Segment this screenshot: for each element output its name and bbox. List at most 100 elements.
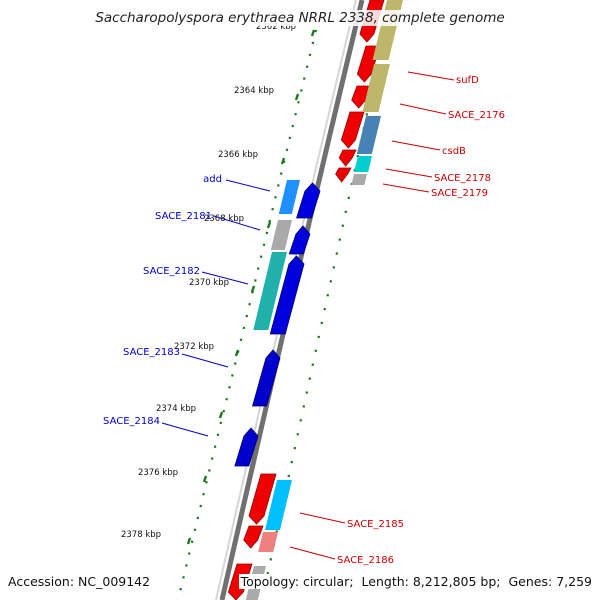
gene-SACE_2185-box: [265, 480, 292, 530]
gene-SACE_2183-arrow: [252, 349, 281, 407]
tick-dot: [242, 326, 246, 330]
tick-dot: [285, 148, 289, 152]
label-SACE_2184-leader: [161, 422, 209, 437]
tick-dot: [268, 219, 272, 223]
tick-dot: [187, 552, 191, 555]
major-tick: [202, 475, 208, 483]
tick-dot: [199, 504, 203, 508]
gene-SACE_2182-box: [253, 252, 287, 330]
tick-label: 2372 kbp: [174, 342, 214, 352]
gene-SACE_2179-box: [351, 174, 367, 185]
gene-labels: sufD SACE_2176 csdB SACE_2178 SACE_2179 SACE_…: [103, 71, 505, 566]
gene-blue-arrow: [296, 182, 321, 219]
gene-red-arrow: [351, 85, 372, 109]
tick-label: 2366 kbp: [218, 150, 258, 160]
gene-SACE_2178-box: [354, 156, 372, 172]
tick-dot: [314, 29, 318, 33]
tick-dot: [271, 207, 274, 211]
tick-dot: [300, 89, 303, 92]
tick-label: 2362 kbp: [256, 22, 296, 32]
tick-dot: [205, 480, 208, 484]
tick-dot: [231, 374, 234, 377]
genes-value: 7,259: [556, 574, 592, 589]
genome-stats: Topology: circular; Length: 8,212,805 bp…: [238, 574, 594, 589]
major-tick: [294, 93, 300, 101]
length-label: Length:: [361, 574, 409, 589]
tick-dot: [297, 100, 300, 104]
tick-dot: [248, 302, 251, 306]
tick-dot: [225, 397, 228, 401]
tick-dot: [208, 469, 211, 472]
major-tick: [280, 157, 286, 165]
tick-dot: [294, 112, 297, 116]
tick-label: 2370 kbp: [189, 278, 229, 288]
gene-red-arrow: [335, 167, 352, 183]
gene-red-arrow: [243, 525, 264, 549]
accession-info: Accession: NC_009142: [6, 574, 153, 589]
major-tick: [266, 221, 272, 229]
label-SACE_2186-leader: [289, 546, 336, 560]
tick-dot: [282, 160, 286, 164]
label-SACE_2178: SACE_2178: [434, 173, 491, 184]
tick-dot: [274, 195, 277, 199]
label-SACE_2179: SACE_2179: [431, 188, 488, 199]
label-SACE_2186: SACE_2186: [337, 555, 394, 566]
label-SACE_2183-leader: [181, 353, 229, 368]
label-add: add: [203, 174, 222, 185]
tick-label: 2378 kbp: [121, 530, 161, 540]
gene-red-arrow: [338, 149, 357, 167]
gene-SACE_2181-box: [270, 220, 292, 250]
tick-dot: [202, 492, 205, 496]
tick-dot: [196, 516, 200, 520]
topology-value: circular;: [303, 574, 354, 589]
gene-csdB-box: [356, 116, 381, 154]
tick-dot: [228, 385, 231, 389]
tick-dot: [190, 540, 194, 544]
label-SACE_2185: SACE_2185: [347, 519, 404, 530]
label-csdB: csdB: [442, 146, 466, 157]
tick-label: 2376 kbp: [138, 468, 178, 478]
tick-dot: [193, 528, 197, 532]
tick-dot: [265, 231, 269, 235]
label-SACE_2181: SACE_2181: [155, 211, 212, 222]
label-csdB-leader: [391, 140, 441, 151]
tick-dot: [305, 65, 309, 69]
label-sufD: sufD: [456, 75, 479, 86]
gene-add-box: [278, 180, 300, 214]
tick-dot: [182, 575, 185, 579]
tick-dot: [262, 243, 266, 247]
label-sufD-leader: [407, 71, 455, 81]
label-SACE_2178-leader: [385, 168, 433, 178]
accession-value: NC_009142: [78, 574, 151, 589]
tick-dot: [216, 433, 220, 437]
tick-dot: [288, 136, 292, 140]
tick-dot: [254, 279, 257, 282]
tick-dot: [245, 314, 249, 318]
tick-dot: [311, 41, 315, 45]
gene-red-arrow: [248, 473, 277, 525]
tick-dot: [185, 564, 188, 567]
label-SACE_2179-leader: [382, 183, 430, 193]
label-SACE_2176-leader: [399, 103, 447, 115]
label-SACE_2176: SACE_2176: [448, 110, 505, 121]
tick-dot: [233, 362, 237, 365]
gene-SACE_2186-box: [258, 532, 278, 552]
gene-SACE_2176-box: [362, 64, 390, 112]
tick-dot: [291, 124, 295, 128]
topology-label: Topology:: [240, 574, 300, 589]
label-SACE_2181-leader: [213, 215, 261, 231]
tick-dot: [179, 587, 182, 591]
length-value: 8,212,805 bp;: [412, 574, 501, 589]
tick-dot: [219, 421, 223, 425]
gene-red-arrow: [340, 111, 365, 149]
map-title: Saccharopolyspora erythraea NRRL 2338, c…: [0, 10, 600, 26]
tick-dot: [213, 445, 217, 449]
tick-label: 2374 kbp: [156, 404, 196, 414]
major-tick: [186, 537, 192, 545]
inner-dotted-track: [176, 29, 318, 600]
tick-dot: [210, 457, 214, 460]
label-SACE_2184: SACE_2184: [103, 416, 160, 427]
